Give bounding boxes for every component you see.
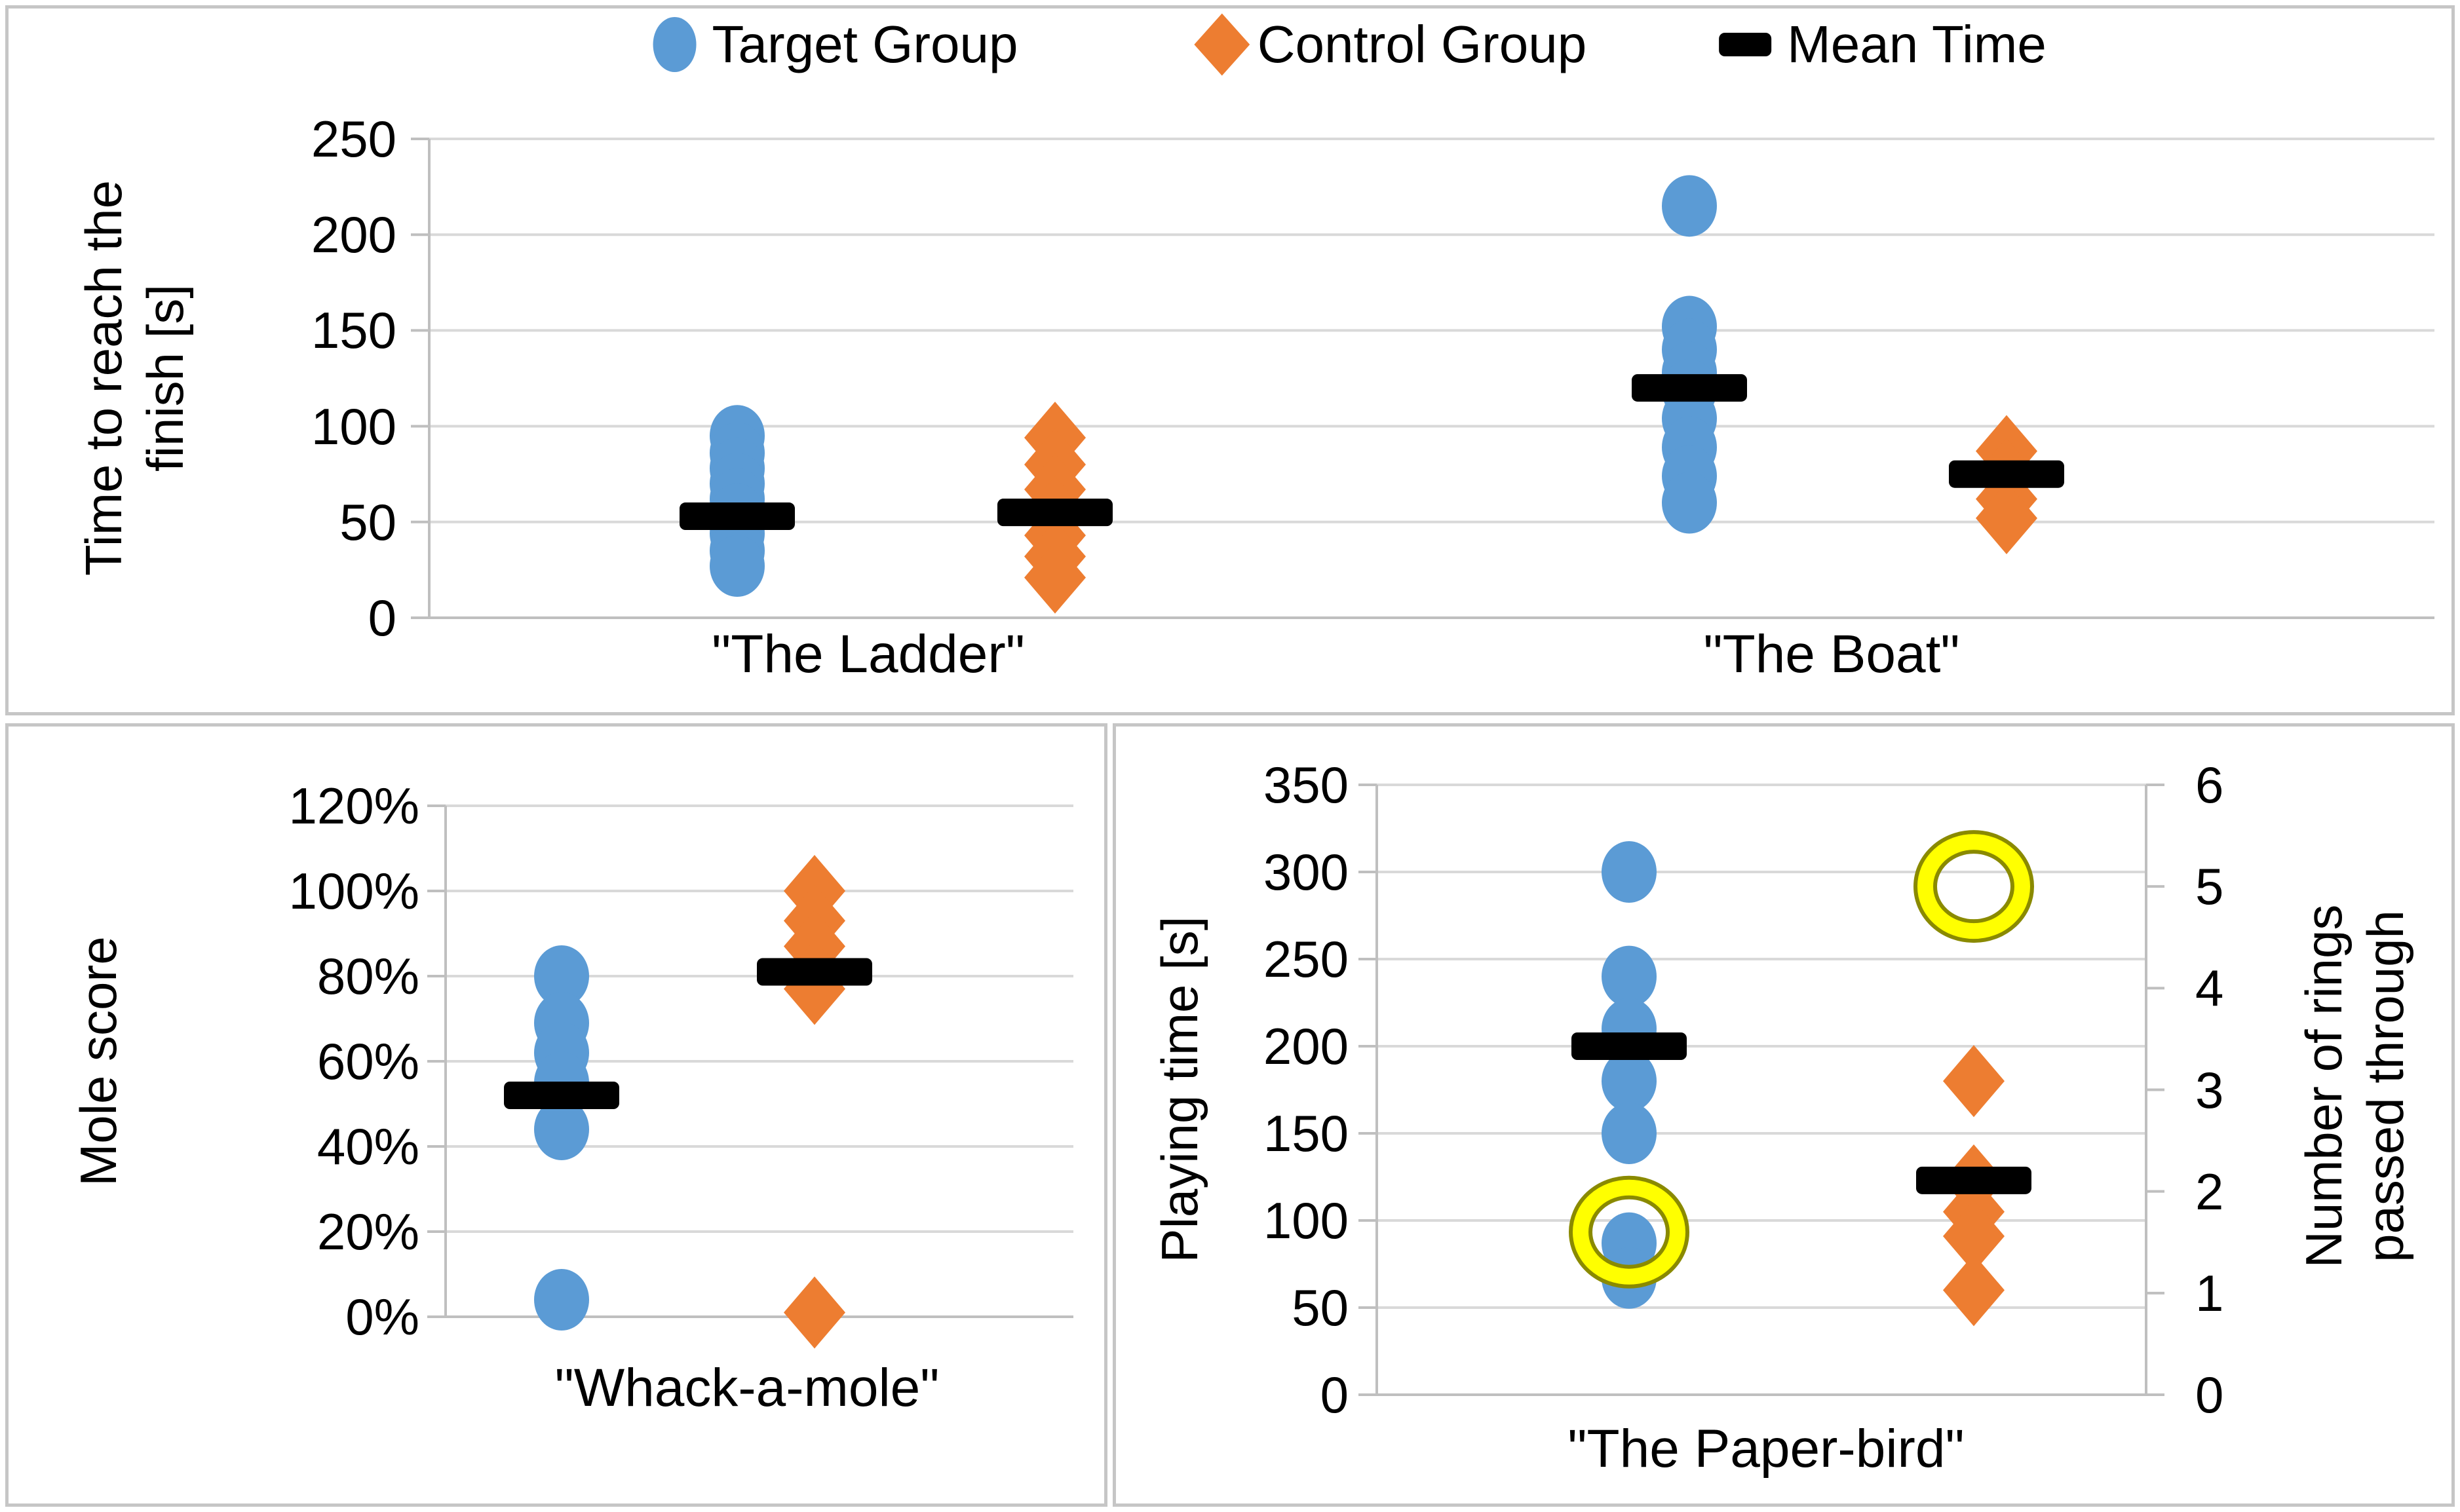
panel-paper-bird-chart: [1113, 723, 2455, 1507]
secondary-y-tick-label: 2: [2195, 1162, 2224, 1220]
mean-time-dash-icon: [1719, 33, 1772, 56]
y-tick-label: 200: [311, 206, 396, 264]
y-tick-label: 0: [1320, 1366, 1349, 1424]
y-tick-label: 100%: [288, 862, 420, 920]
legend-item-control-group: Control Group: [1194, 13, 1587, 76]
legend-label: Target Group: [712, 15, 1018, 73]
category-label-the-paper-bird: "The Paper-bird": [1567, 1419, 1965, 1479]
control-group-diamond-icon: [1194, 13, 1250, 76]
secondary-y-tick-label: 5: [2195, 858, 2224, 916]
secondary-y-tick-label: 1: [2195, 1264, 2224, 1322]
y-tick-label: 350: [1263, 756, 1349, 814]
y-tick-label: 50: [1292, 1279, 1349, 1336]
y-axis-title-mole-score: Mole score: [67, 936, 129, 1186]
y-tick-label: 150: [311, 301, 396, 360]
y-tick-label: 50: [339, 493, 396, 551]
y-tick-label: 0: [368, 589, 396, 647]
legend-label: Control Group: [1257, 15, 1587, 73]
y-axis-title-line: Time to reach the: [75, 180, 132, 576]
y-tick-label: 100: [311, 397, 396, 455]
category-label-whack-a-mole: "Whack-a-mole": [554, 1358, 940, 1418]
category-label-the-boat: "The Boat": [1703, 624, 1960, 684]
legend-item-target-group: Target Group: [653, 14, 1018, 75]
panel-finish-time-chart: [5, 5, 2455, 715]
y-tick-label: 150: [1263, 1105, 1349, 1162]
y-axis-title-line: passed through: [2356, 910, 2414, 1262]
secondary-y-tick-label: 4: [2195, 959, 2224, 1017]
y-tick-label: 60%: [317, 1032, 419, 1090]
secondary-y-tick-label: 0: [2195, 1366, 2224, 1424]
y-tick-label: 250: [1263, 930, 1349, 988]
y-tick-label: 80%: [317, 947, 419, 1005]
secondary-y-tick-label: 3: [2195, 1061, 2224, 1119]
y-tick-label: 200: [1263, 1017, 1349, 1075]
y-axis-title-finish-time: Time to reach the finish [s]: [73, 180, 196, 576]
y-tick-label: 250: [311, 110, 396, 168]
legend-label: Mean Time: [1787, 15, 2047, 73]
category-label-the-ladder: "The Ladder": [712, 624, 1025, 684]
y-tick-label: 0%: [345, 1288, 419, 1346]
y-tick-label: 300: [1263, 843, 1349, 901]
legend-item-mean-time: Mean Time: [1719, 14, 2047, 75]
y-tick-label: 20%: [317, 1203, 419, 1260]
secondary-y-tick-label: 6: [2195, 756, 2224, 814]
y-axis-title-line: finish [s]: [136, 284, 194, 472]
y-axis-title-line: Mole score: [69, 936, 127, 1186]
y-tick-label: 120%: [288, 777, 420, 835]
y-tick-label: 40%: [317, 1118, 419, 1175]
y-tick-label: 100: [1263, 1192, 1349, 1249]
target-group-circle-icon: [653, 17, 697, 72]
